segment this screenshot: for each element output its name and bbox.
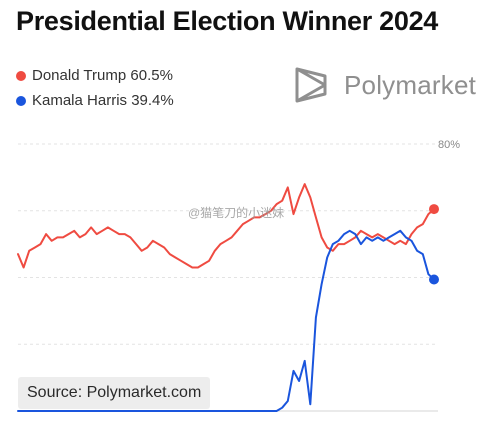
legend-label-harris: Kamala Harris 39.4% xyxy=(32,92,174,109)
chart-title: Presidential Election Winner 2024 xyxy=(16,6,439,36)
legend-item-trump: Donald Trump 60.5% xyxy=(16,63,174,88)
series-line-harris xyxy=(17,229,435,412)
legend-dot-trump xyxy=(16,70,26,81)
legend-dot-harris xyxy=(16,95,26,106)
series-line-trump xyxy=(17,183,435,269)
source-label: Source: Polymarket.com xyxy=(18,377,211,409)
brand-name: Polymarket xyxy=(344,69,477,100)
polymarket-brand: Polymarket xyxy=(292,66,476,104)
series-endpoint-harris xyxy=(429,274,439,285)
legend: Donald Trump 60.5% Kamala Harris 39.4% xyxy=(16,63,174,113)
y-tick-label: 80% xyxy=(438,139,460,151)
series-endpoint-trump xyxy=(429,204,439,215)
legend-item-harris: Kamala Harris 39.4% xyxy=(16,88,174,113)
watermark: @猫笔刀的小迷妹 xyxy=(188,206,285,220)
polymarket-logo-icon xyxy=(295,67,327,103)
legend-label-trump: Donald Trump 60.5% xyxy=(32,67,173,84)
